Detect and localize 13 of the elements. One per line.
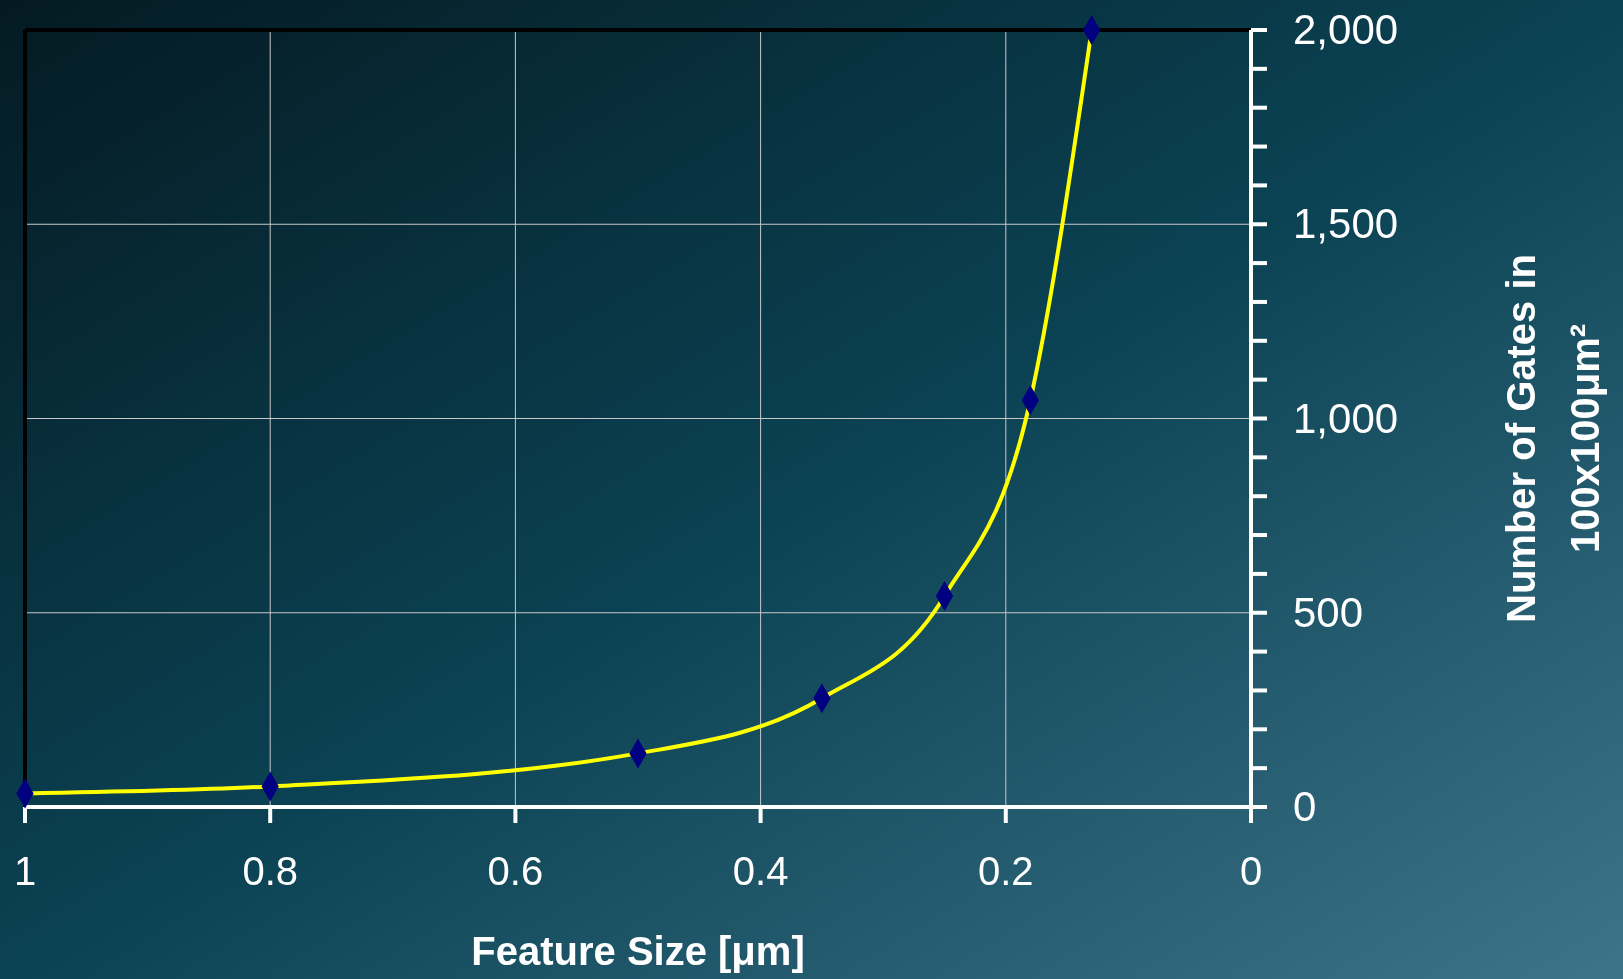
x-axis-title: Feature Size [μm]: [471, 929, 805, 973]
x-tick-label: 0.4: [732, 849, 789, 893]
y-axis-title: Number of Gates in 100x100μm²: [1499, 254, 1607, 623]
x-tick-label: 0.6: [487, 849, 544, 893]
x-tick-label: 0.2: [978, 849, 1034, 893]
y-tick-label: 2,000: [1293, 6, 1399, 53]
x-tick-label: 0: [1239, 849, 1263, 893]
y-tick-label: 500: [1293, 588, 1364, 636]
y-tick-label: 1,500: [1293, 200, 1399, 248]
x-tick-label: 1: [13, 849, 37, 893]
y-tick-label: 0: [1293, 783, 1317, 830]
y-tick-label: 1,000: [1293, 394, 1399, 442]
x-tick-label: 0.8: [242, 849, 298, 893]
